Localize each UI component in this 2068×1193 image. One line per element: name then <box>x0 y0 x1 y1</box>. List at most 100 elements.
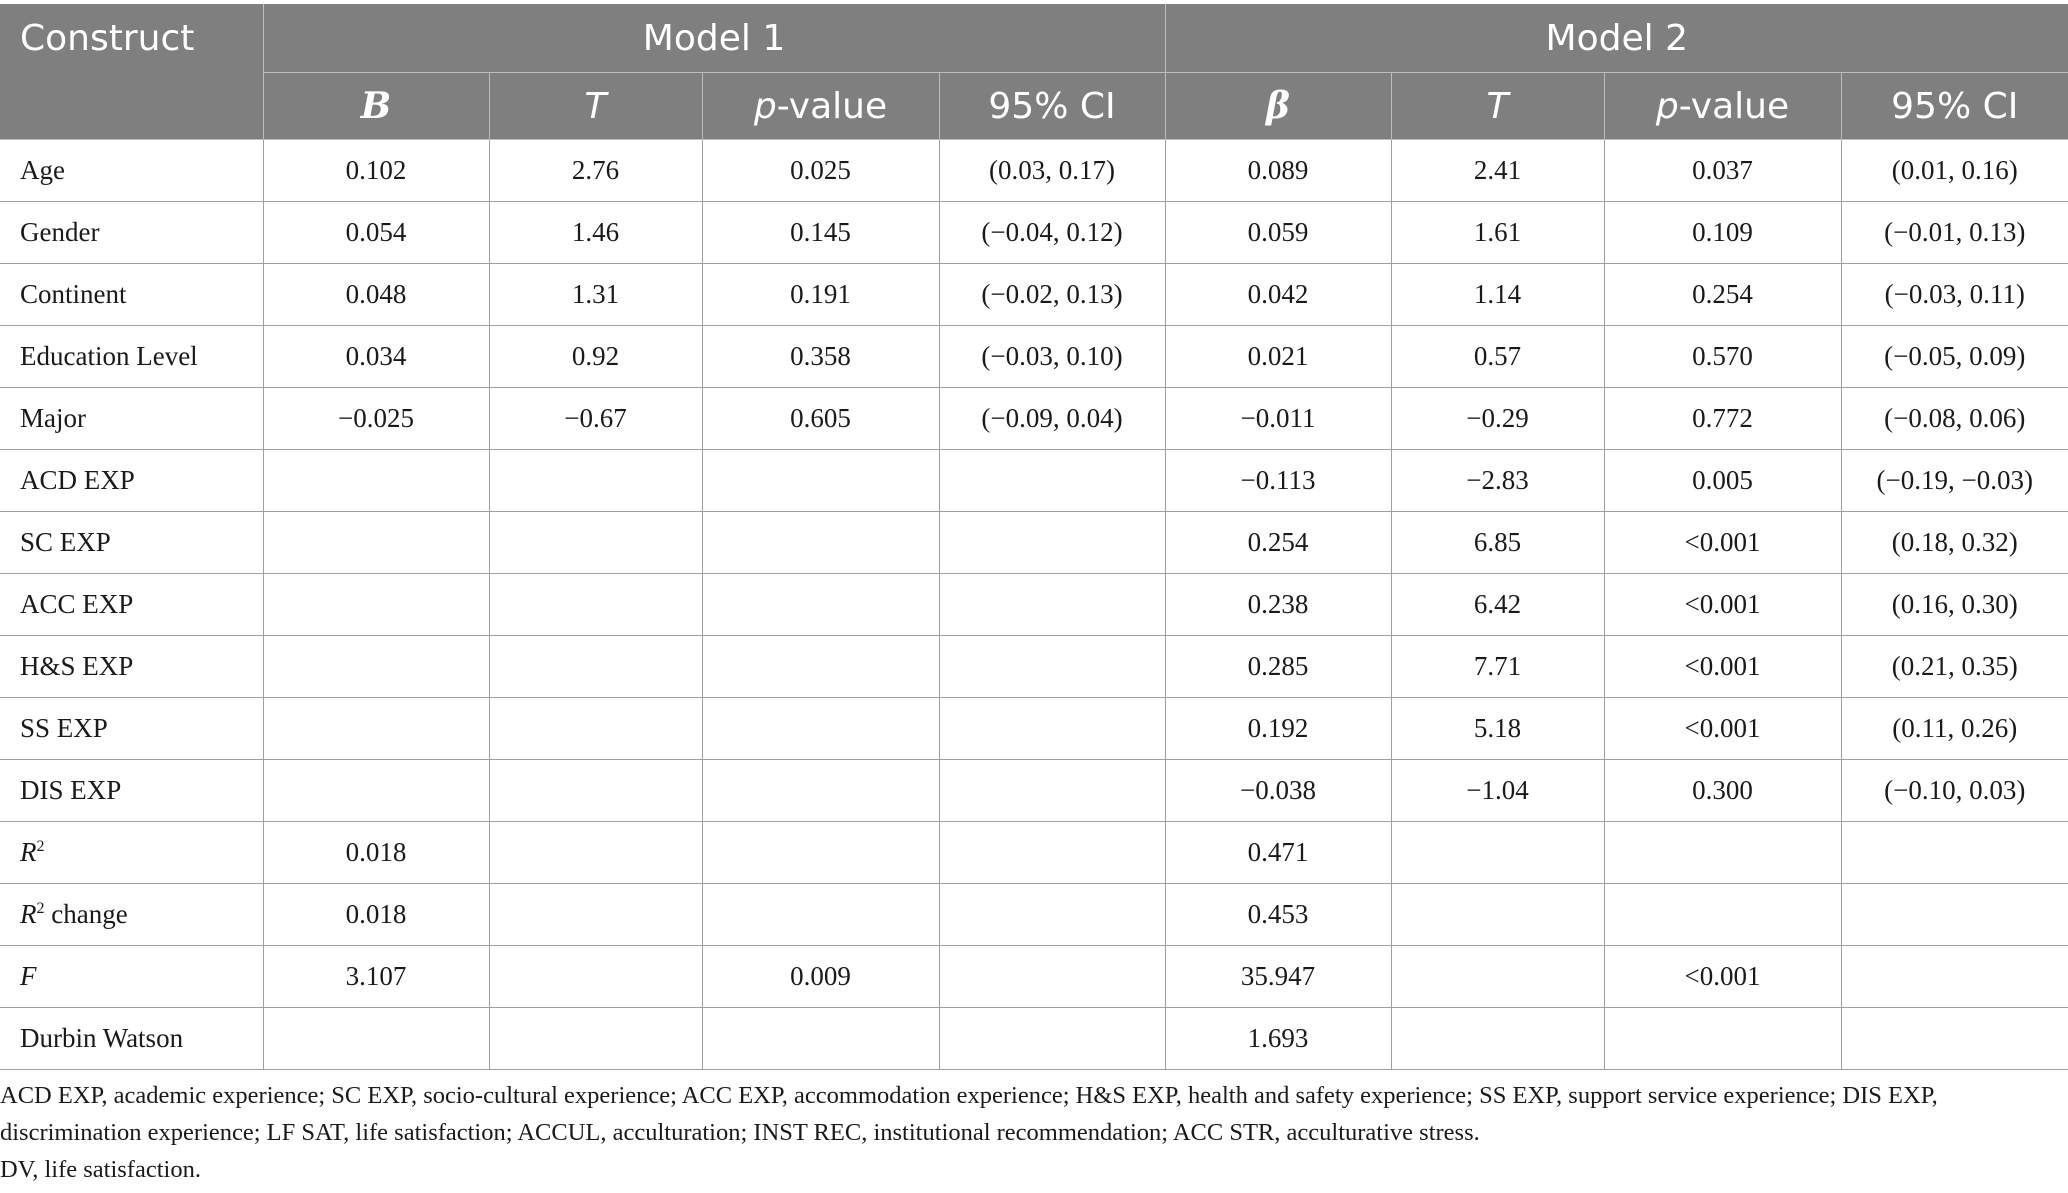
cell-m1-t <box>488 511 703 574</box>
cell-m2-t: −2.83 <box>1390 449 1605 512</box>
cell-m2-b: 0.059 <box>1164 201 1392 264</box>
cell-m2-p: 0.037 <box>1603 139 1842 202</box>
cell-m2-b: 0.089 <box>1164 139 1392 202</box>
cell-m1-t: 1.31 <box>488 263 703 326</box>
cell-m2-b: 0.254 <box>1164 511 1392 574</box>
table-row-r2: R2 0.018 0.471 <box>0 821 2068 884</box>
row-label: Gender <box>0 201 264 264</box>
cell-m1-p: 0.145 <box>701 201 940 264</box>
cell-m1-b <box>262 697 490 760</box>
table-row: SS EXP 0.192 5.18 <0.001 (0.11, 0.26) <box>0 697 2068 760</box>
cell-m1-t: 0.92 <box>488 325 703 388</box>
cell-m1-ci <box>938 511 1166 574</box>
row-label: Education Level <box>0 325 264 388</box>
cell-m1-ci: (0.03, 0.17) <box>938 139 1166 202</box>
cell-m2-b: −0.113 <box>1164 449 1392 512</box>
cell-m2-p: 0.109 <box>1603 201 1842 264</box>
table-row-durbin-watson: Durbin Watson 1.693 <box>0 1007 2068 1070</box>
cell-m2-b: −0.038 <box>1164 759 1392 822</box>
cell-m1-ci <box>938 635 1166 698</box>
header-m2-beta: β <box>1164 72 1392 140</box>
table-footnotes: ACD EXP, academic experience; SC EXP, so… <box>0 1077 2060 1188</box>
table-row-r2-change: R2 change 0.018 0.453 <box>0 883 2068 946</box>
cell-m1-ci <box>938 573 1166 636</box>
cell-m1-ci <box>938 449 1166 512</box>
row-label: ACD EXP <box>0 449 264 512</box>
cell-m2-t: 5.18 <box>1390 697 1605 760</box>
cell-m2-b: 0.285 <box>1164 635 1392 698</box>
cell-m1-b: 0.054 <box>262 201 490 264</box>
cell-m2-t: 1.61 <box>1390 201 1605 264</box>
header-m2-p-value: p-value <box>1603 72 1842 140</box>
cell-m1-b: 0.034 <box>262 325 490 388</box>
cell-m2-p: 0.005 <box>1603 449 1842 512</box>
row-label-r2: R2 <box>0 821 264 884</box>
table-row: H&S EXP 0.285 7.71 <0.001 (0.21, 0.35) <box>0 635 2068 698</box>
cell-m2-b: 0.238 <box>1164 573 1392 636</box>
cell-m2-t: 6.42 <box>1390 573 1605 636</box>
dv-note: DV, life satisfaction. <box>0 1156 201 1183</box>
cell-m1-b: 0.102 <box>262 139 490 202</box>
row-label: Continent <box>0 263 264 326</box>
cell-m2-t: −0.29 <box>1390 387 1605 450</box>
cell-m1-p: 0.605 <box>701 387 940 450</box>
cell-m2-p: <0.001 <box>1603 573 1842 636</box>
cell-m2-ci: (−0.01, 0.13) <box>1840 201 2068 264</box>
cell-m1-ci: (−0.09, 0.04) <box>938 387 1166 450</box>
cell-m2-ci: (−0.08, 0.06) <box>1840 387 2068 450</box>
table-row: Education Level 0.034 0.92 0.358 (−0.03, 0.1… <box>0 325 2068 388</box>
cell-m2-ci: (0.18, 0.32) <box>1840 511 2068 574</box>
cell-m1-p: 0.191 <box>701 263 940 326</box>
cell-m1-b <box>262 759 490 822</box>
cell-m1-b <box>262 573 490 636</box>
cell-m1-t <box>488 635 703 698</box>
cell-m1-b <box>262 511 490 574</box>
header-construct: Construct <box>0 4 264 140</box>
cell-r2-change-m1: 0.018 <box>262 883 490 946</box>
row-label: SC EXP <box>0 511 264 574</box>
table-row: Age 0.102 2.76 0.025 (0.03, 0.17) 0.089 2.41 0.… <box>0 139 2068 202</box>
cell-m2-ci: (0.21, 0.35) <box>1840 635 2068 698</box>
cell-m2-b: 0.192 <box>1164 697 1392 760</box>
cell-m1-p <box>701 697 940 760</box>
table-row: Continent 0.048 1.31 0.191 (−0.02, 0.13) 0.04… <box>0 263 2068 326</box>
cell-f-m1-p: 0.009 <box>701 945 940 1008</box>
cell-m2-t: 7.71 <box>1390 635 1605 698</box>
header-m1-b: B <box>262 72 490 140</box>
regression-table: Construct Model 1 Model 2 B T p-value 95… <box>0 4 2068 1070</box>
cell-m1-b <box>262 449 490 512</box>
cell-m2-ci: (−0.03, 0.11) <box>1840 263 2068 326</box>
cell-m2-ci: (−0.19, −0.03) <box>1840 449 2068 512</box>
cell-m2-ci: (0.16, 0.30) <box>1840 573 2068 636</box>
header-model-1: Model 1 <box>262 4 1166 73</box>
cell-m1-ci: (−0.02, 0.13) <box>938 263 1166 326</box>
row-label: H&S EXP <box>0 635 264 698</box>
header-m1-p-value: p-value <box>701 72 940 140</box>
cell-m1-t: 2.76 <box>488 139 703 202</box>
cell-m2-ci: (−0.05, 0.09) <box>1840 325 2068 388</box>
cell-m2-t: 1.14 <box>1390 263 1605 326</box>
cell-m2-b: 0.042 <box>1164 263 1392 326</box>
cell-m1-b <box>262 635 490 698</box>
cell-m2-b: 0.021 <box>1164 325 1392 388</box>
row-label: Major <box>0 387 264 450</box>
cell-m2-b: −0.011 <box>1164 387 1392 450</box>
cell-m1-t: −0.67 <box>488 387 703 450</box>
header-m1-t: T <box>488 72 703 140</box>
row-label-durbin-watson: Durbin Watson <box>0 1007 264 1070</box>
cell-m1-p <box>701 449 940 512</box>
header-m2-ci: 95% CI <box>1840 72 2068 140</box>
cell-m1-t <box>488 449 703 512</box>
cell-r2-m2: 0.471 <box>1164 821 1392 884</box>
cell-r2-change-m2: 0.453 <box>1164 883 1392 946</box>
cell-f-m1: 3.107 <box>262 945 490 1008</box>
cell-m2-t: 6.85 <box>1390 511 1605 574</box>
cell-m2-p: <0.001 <box>1603 697 1842 760</box>
cell-m1-t: 1.46 <box>488 201 703 264</box>
cell-m1-ci: (−0.03, 0.10) <box>938 325 1166 388</box>
cell-m2-ci: (0.11, 0.26) <box>1840 697 2068 760</box>
table-row: DIS EXP −0.038 −1.04 0.300 (−0.10, 0.03) <box>0 759 2068 822</box>
cell-m2-p: 0.772 <box>1603 387 1842 450</box>
cell-m2-p: <0.001 <box>1603 635 1842 698</box>
cell-m1-t <box>488 697 703 760</box>
